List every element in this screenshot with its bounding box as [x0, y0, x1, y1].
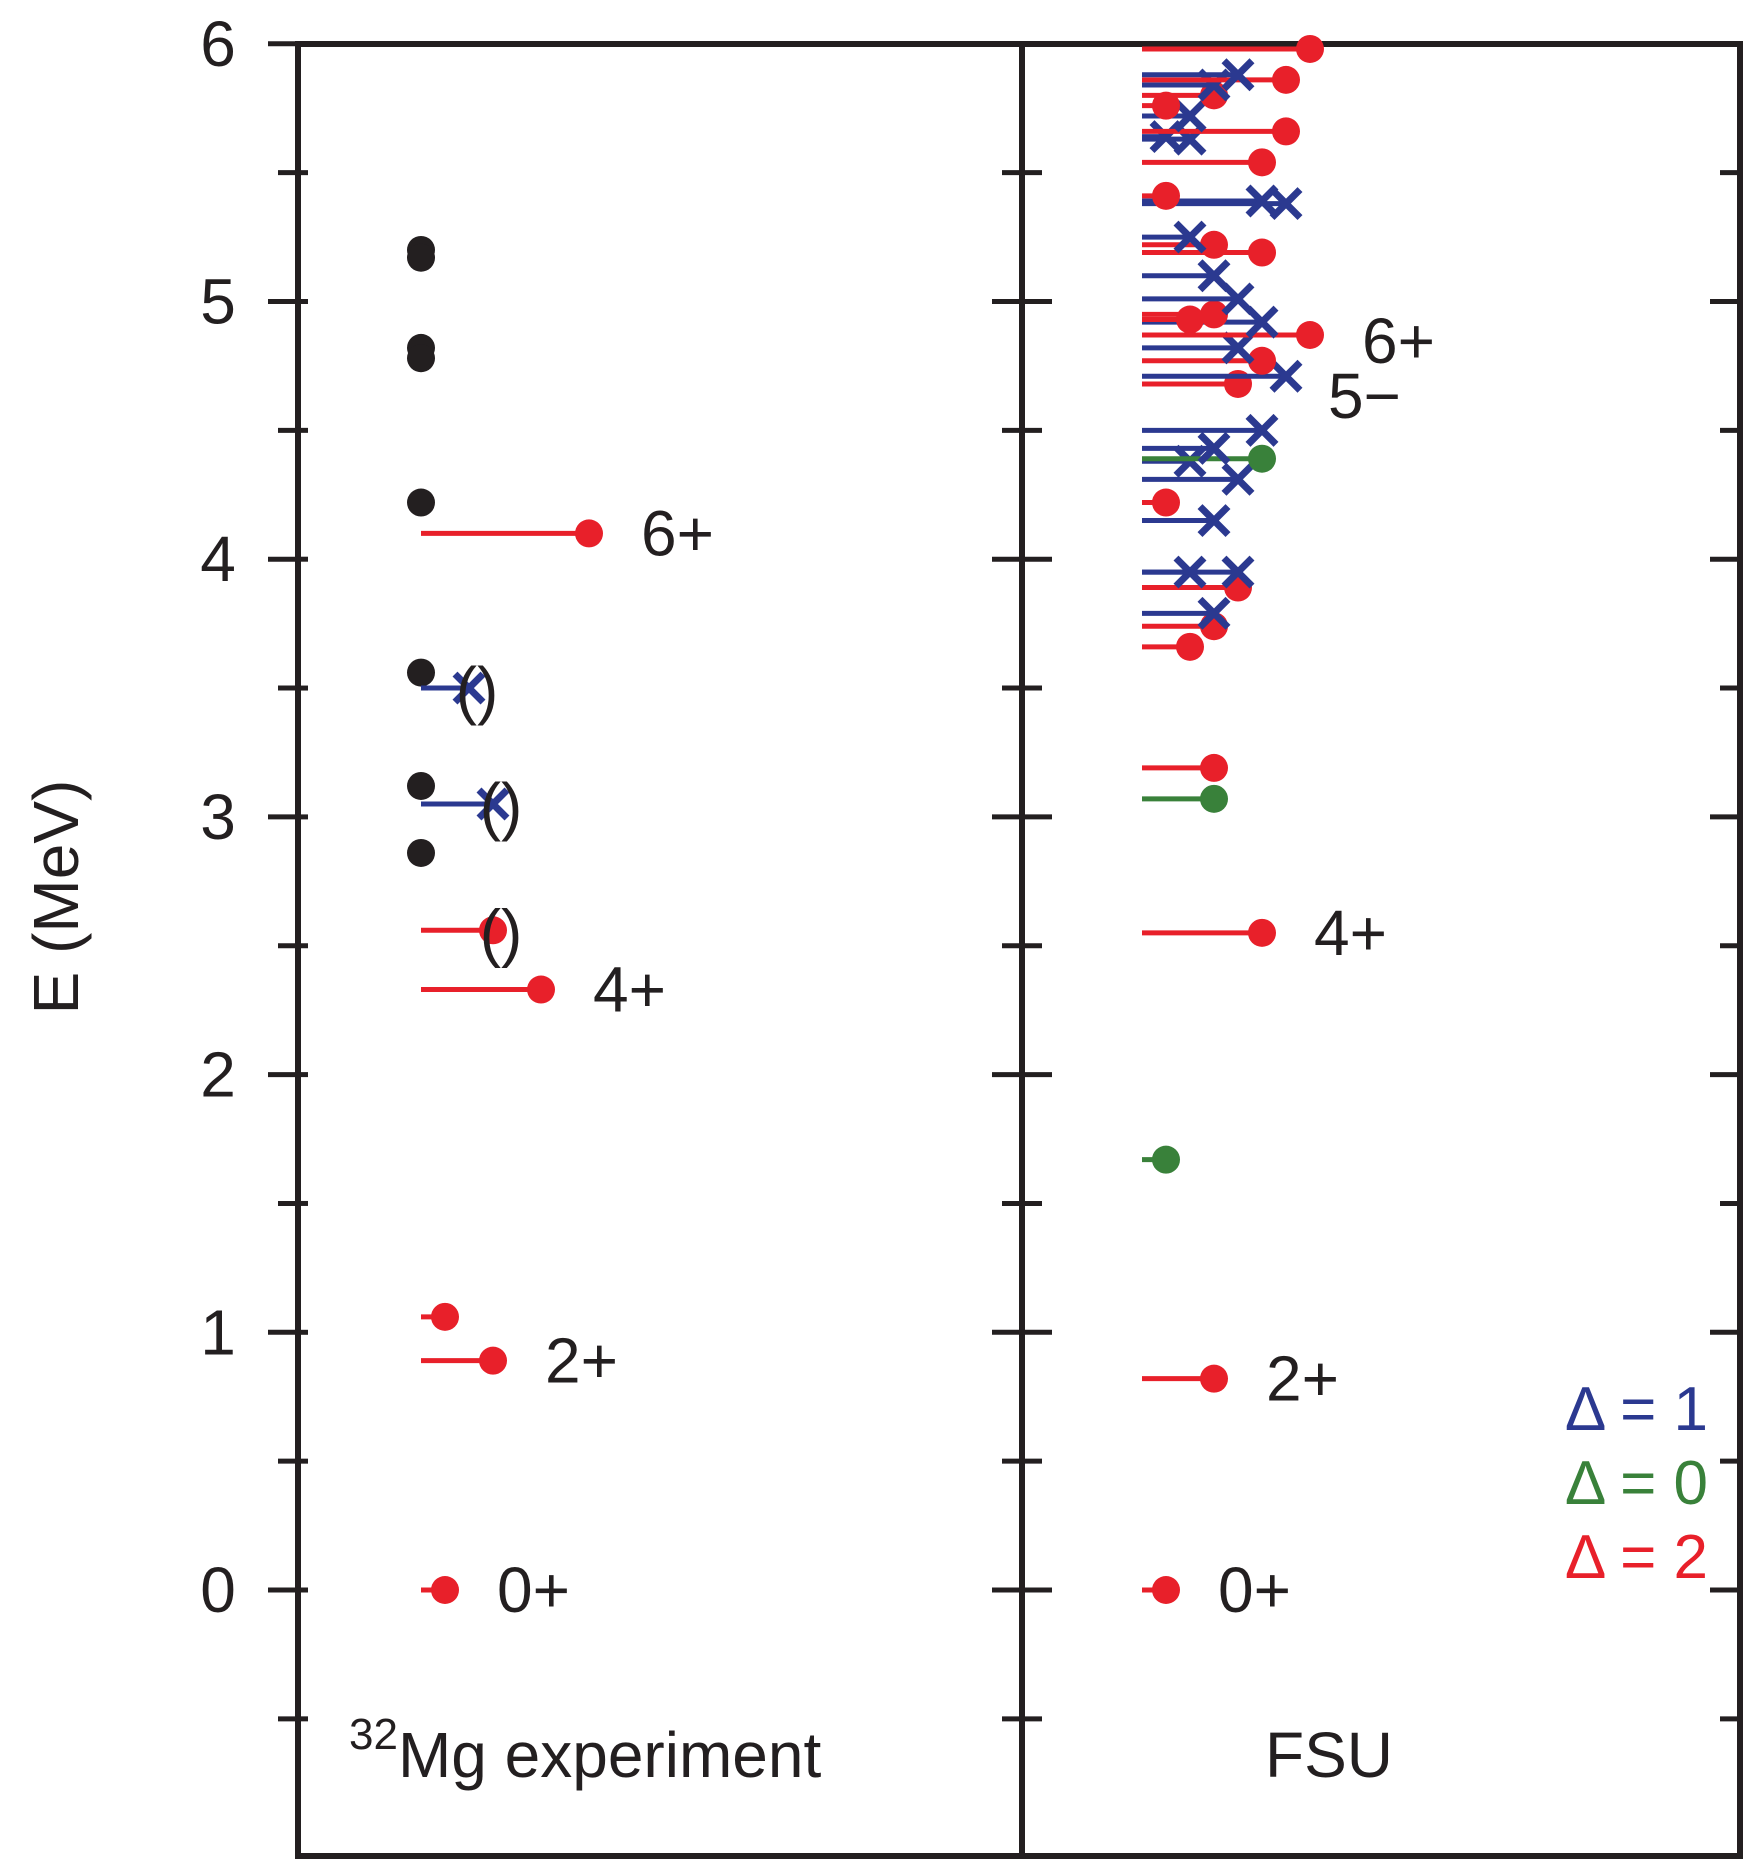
level-spin-label: 2+: [545, 1325, 618, 1397]
level-dot-marker: [431, 1576, 459, 1604]
level-dot-marker: [1248, 148, 1276, 177]
level-dot-marker: [1152, 181, 1180, 210]
legend-entry: Δ = 2: [1565, 1523, 1708, 1592]
level-dot-marker: [1200, 753, 1228, 782]
y-tick-label: 0: [200, 1554, 236, 1626]
level-dot-marker: [479, 916, 507, 945]
level-cross-marker: [1197, 504, 1231, 538]
level-dot-marker: [1152, 91, 1180, 120]
y-tick-label: 6: [200, 8, 236, 80]
legend: Δ = 1Δ = 0Δ = 2: [1565, 1375, 1708, 1592]
level-cross-marker: [1173, 444, 1207, 478]
y-tick-label: 3: [200, 781, 236, 853]
level-dot-marker: [1248, 444, 1276, 473]
mass-number-superscript: 32: [349, 1710, 398, 1759]
level-spin-label: 4+: [593, 954, 666, 1026]
level-dot-marker: [1176, 632, 1204, 661]
legend-entry: Δ = 1: [1565, 1375, 1708, 1444]
y-tick-label: 1: [200, 1296, 236, 1368]
level-cross-marker: [1221, 282, 1255, 316]
level-dot-marker: [479, 1346, 507, 1375]
level-spin-label: 6+: [641, 497, 714, 569]
level-cross-marker: [1173, 220, 1207, 254]
level-cross-marker: [1221, 331, 1255, 365]
level-dot-marker: [1200, 300, 1228, 329]
level-dot-marker: [1296, 321, 1324, 350]
level-spin-label: 6+: [1362, 305, 1435, 377]
level-dot-marker: [1272, 65, 1300, 94]
level-dot-marker: [1200, 784, 1228, 813]
legend-entry: Δ = 0: [1565, 1449, 1708, 1518]
experiment-label-text: Mg experiment: [398, 1719, 822, 1791]
level-dot-marker: [1296, 34, 1324, 63]
level-dot-marker: [527, 975, 555, 1004]
level-spin-label: 0+: [497, 1554, 570, 1626]
level-cross-marker: [452, 671, 486, 705]
level-dot-marker: [1248, 238, 1276, 267]
level-dot-marker: [1152, 1576, 1180, 1604]
level-cross-marker: [1221, 462, 1255, 496]
y-tick-label: 2: [200, 1039, 236, 1111]
experimental-level-dot: [407, 488, 435, 517]
level-spin-label: 0+: [1218, 1554, 1291, 1626]
level-spin-label: (): [480, 896, 523, 968]
fsu-panel-label: FSU: [1265, 1719, 1393, 1791]
level-spin-label: (): [456, 654, 499, 726]
level-cross-marker: [1197, 596, 1231, 630]
y-tick-label: 4: [200, 523, 236, 595]
level-dot-marker: [1272, 117, 1300, 146]
y-axis-ticks: [268, 41, 1740, 1722]
level-dot-marker: [575, 519, 603, 548]
level-dot-marker: [1152, 1145, 1180, 1174]
level-dot-marker: [431, 1302, 459, 1331]
y-tick-label: 5: [200, 266, 236, 338]
level-cross-marker: [1245, 305, 1279, 339]
level-spin-label: 2+: [1266, 1343, 1339, 1415]
level-cross-marker: [476, 787, 510, 821]
level-cross-marker: [1197, 259, 1231, 293]
level-spin-label: 4+: [1314, 897, 1387, 969]
experiment-levels: 0+ 2+ 4+ () () () 6+: [407, 235, 714, 1626]
level-cross-marker: [1221, 555, 1255, 589]
level-spin-label: 5−: [1328, 360, 1401, 432]
level-dot-marker: [1248, 346, 1276, 375]
experiment-panel-label: 32Mg experiment: [349, 1710, 821, 1791]
level-dot-marker: [1176, 305, 1204, 334]
experimental-level-dot: [407, 658, 435, 687]
y-axis-title: E (MeV): [20, 780, 92, 1015]
experimental-level-dot: [407, 838, 435, 867]
experimental-level-dot: [407, 771, 435, 800]
level-cross-marker: [1197, 431, 1231, 465]
level-cross-marker: [1221, 58, 1255, 92]
level-cross-marker: [1269, 359, 1303, 393]
level-dot-marker: [1200, 230, 1228, 259]
y-axis-tick-labels: 0 1 2 3 4 5 6: [200, 8, 236, 1626]
experimental-level-dot: [407, 344, 435, 373]
level-dot-marker: [1248, 918, 1276, 947]
level-cross-marker: [1173, 99, 1207, 133]
level-spin-label: (): [480, 770, 523, 842]
fsu-levels: 0+ 2+ 4+ 5−6+: [1142, 34, 1435, 1626]
level-dot-marker: [1152, 488, 1180, 517]
level-dot-marker: [1200, 1364, 1228, 1393]
experimental-level-dot: [407, 243, 435, 272]
level-cross-marker: [1245, 413, 1279, 447]
level-cross-marker: [1245, 184, 1279, 218]
